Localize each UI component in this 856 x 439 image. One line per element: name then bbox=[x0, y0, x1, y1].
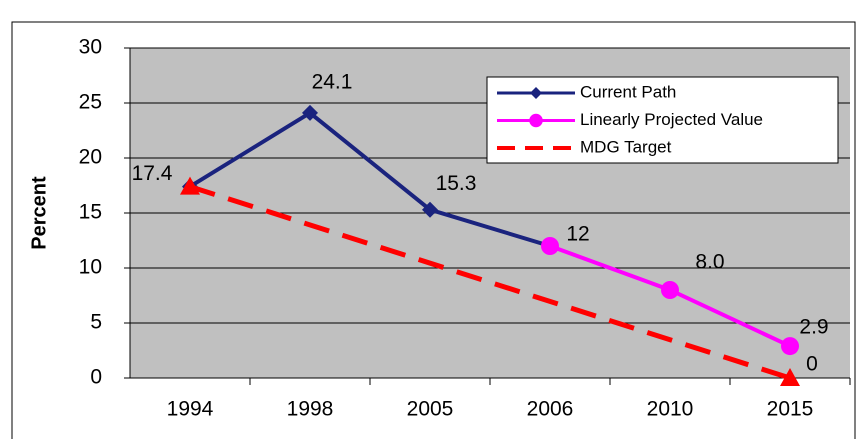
marker-triangle bbox=[180, 176, 200, 195]
y-tick-label: 20 bbox=[79, 146, 102, 169]
legend-label: MDG Target bbox=[580, 137, 672, 156]
marker-triangle bbox=[780, 368, 800, 386]
y-tick-label: 15 bbox=[79, 201, 102, 224]
x-tick-label: 1994 bbox=[167, 398, 214, 421]
y-tick-label: 30 bbox=[79, 36, 102, 59]
marker-diamond bbox=[422, 201, 438, 218]
marker-diamond bbox=[302, 104, 318, 121]
y-tick-label: 0 bbox=[90, 366, 102, 389]
y-tick-label: 25 bbox=[79, 91, 102, 114]
x-tick-label: 2006 bbox=[527, 398, 574, 421]
series-line bbox=[189, 184, 791, 381]
data-label: 0 bbox=[806, 353, 818, 376]
marker-circle bbox=[661, 281, 679, 299]
data-label: 8.0 bbox=[695, 251, 724, 274]
y-axis-label: Percent bbox=[28, 176, 50, 250]
y-tick-label: 5 bbox=[90, 311, 102, 334]
x-tick-label: 2005 bbox=[407, 398, 454, 421]
marker-circle bbox=[541, 237, 559, 255]
data-label: 24.1 bbox=[312, 70, 353, 93]
legend-label: Linearly Projected Value bbox=[580, 110, 763, 129]
data-label: 12 bbox=[566, 223, 589, 246]
series-line bbox=[188, 110, 551, 248]
legend-label: Current Path bbox=[580, 82, 676, 101]
marker-circle bbox=[781, 337, 799, 356]
marker-diamond bbox=[530, 87, 542, 99]
data-label: 2.9 bbox=[799, 316, 828, 339]
data-label: 15.3 bbox=[436, 172, 477, 195]
marker-circle bbox=[529, 113, 543, 128]
x-tick-label: 2015 bbox=[767, 398, 814, 421]
x-tick-label: 1998 bbox=[287, 398, 334, 421]
data-label: 17.4 bbox=[132, 162, 173, 185]
y-tick-label: 10 bbox=[79, 256, 102, 279]
x-tick-label: 2010 bbox=[647, 398, 694, 421]
